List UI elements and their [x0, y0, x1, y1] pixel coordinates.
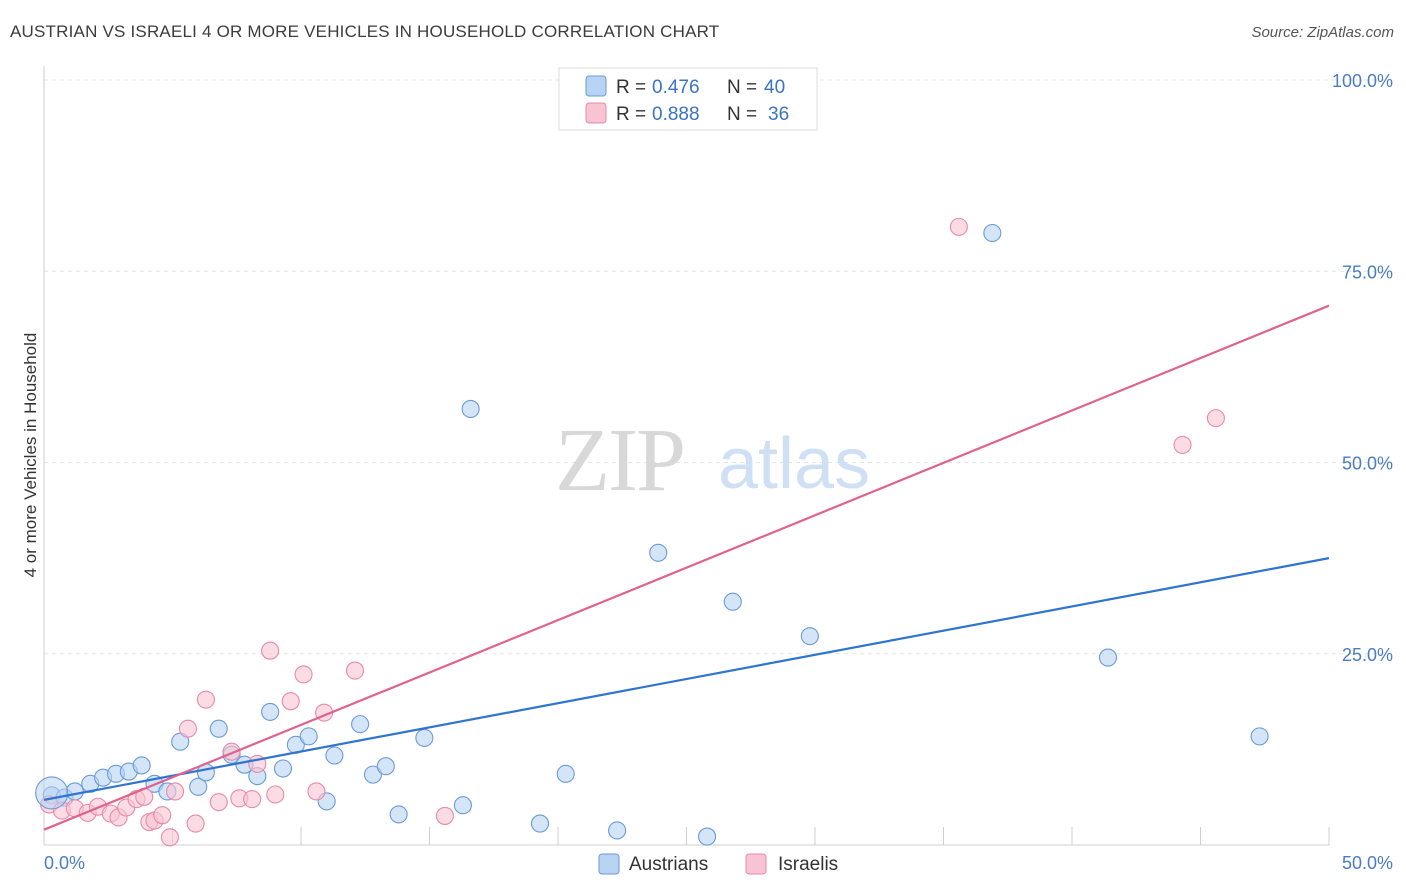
bottom-legend-swatch-israelis	[745, 853, 767, 875]
point-israelis-32	[1173, 435, 1192, 454]
trendline-israelis	[43, 304, 1330, 831]
y-tick-label-2: 75.0%	[1342, 262, 1393, 282]
legend-r-label-austrians: R =	[616, 77, 646, 98]
point-israelis-25	[281, 692, 300, 711]
legend-n-value-austrians: 40	[764, 77, 785, 98]
point-israelis-12	[153, 806, 172, 825]
legend-n-label-austrians: N =	[727, 77, 757, 98]
point-israelis-29	[345, 661, 365, 680]
y-tick-label-3: 100.0%	[1332, 71, 1393, 91]
axes	[43, 66, 1330, 846]
point-cluster-origin	[35, 776, 69, 810]
point-israelis-31	[949, 217, 968, 236]
point-austrians-28	[453, 796, 472, 815]
point-austrians-7	[132, 756, 151, 775]
gridlines	[44, 79, 1394, 655]
point-austrians-33	[649, 543, 668, 562]
point-austrians-31	[556, 764, 575, 783]
point-austrians-25	[376, 757, 395, 776]
point-austrians-38	[1098, 648, 1118, 667]
point-austrians-30	[530, 814, 550, 833]
series-legend: Austrians Israelis	[598, 853, 838, 875]
point-austrians-32	[608, 821, 627, 840]
correlation-legend: R = 0.476 N = 40 R = 0.888 N = 36	[558, 67, 818, 131]
x-tick-label-1: 50.0%	[1342, 853, 1393, 873]
legend-swatch-israelis	[585, 102, 607, 124]
point-israelis-16	[186, 814, 205, 833]
point-israelis-23	[261, 641, 280, 660]
y-tick-label-0: 25.0%	[1342, 645, 1393, 665]
bottom-legend-label-austrians: Austrians	[629, 854, 708, 875]
bottom-legend-label-israelis: Israelis	[778, 854, 838, 875]
legend-r-value-israelis: 0.888	[652, 104, 700, 125]
point-austrians-39	[1250, 727, 1269, 746]
point-israelis-18	[209, 793, 228, 812]
point-austrians-11	[189, 777, 208, 796]
y-axis-label: 4 or more Vehicles in Household	[21, 333, 40, 578]
point-israelis-15	[178, 719, 197, 738]
trendline-austrians	[43, 557, 1330, 801]
point-israelis-26	[294, 665, 313, 684]
point-austrians-36	[800, 627, 819, 646]
point-austrians-20	[299, 727, 318, 746]
legend-r-value-austrians: 0.476	[652, 77, 700, 98]
point-israelis-30	[435, 806, 454, 825]
point-austrians-24	[363, 765, 383, 784]
point-israelis-24	[266, 785, 285, 804]
point-austrians-17	[261, 702, 280, 721]
point-israelis-21	[243, 790, 262, 809]
point-austrians-29	[461, 399, 480, 419]
point-israelis-14	[166, 782, 185, 801]
point-austrians-22	[325, 746, 344, 765]
point-austrians-13	[209, 719, 228, 738]
tick-labels: 25.0% 50.0% 75.0% 100.0% 0.0% 50.0%	[44, 71, 1393, 873]
point-austrians-27	[415, 728, 434, 747]
y-tick-label-1: 50.0%	[1342, 454, 1393, 474]
legend-r-label-israelis: R =	[616, 104, 646, 125]
point-israelis-17	[196, 690, 215, 709]
point-austrians-18	[273, 759, 293, 778]
legend-n-value-israelis: 36	[768, 104, 789, 125]
watermark-zip: ZIP	[555, 411, 684, 510]
legend-n-label-israelis: N =	[727, 104, 757, 125]
trend-lines	[43, 304, 1330, 831]
point-austrians-23	[351, 715, 370, 734]
point-austrians-37	[983, 223, 1002, 243]
legend-swatch-austrians	[585, 75, 607, 97]
point-austrians-26	[389, 805, 408, 824]
point-austrians-35	[723, 592, 742, 611]
point-israelis-27	[307, 782, 326, 801]
point-austrians-34	[698, 827, 717, 846]
chart-title: AUSTRIAN VS ISRAELI 4 OR MORE VEHICLES I…	[10, 22, 720, 41]
x-tick-label-0: 0.0%	[44, 853, 85, 873]
point-austrians-2	[65, 782, 84, 801]
point-israelis-13	[160, 828, 179, 847]
data-points	[35, 217, 1269, 847]
watermark-atlas: atlas	[718, 424, 870, 504]
source-label: Source: ZipAtlas.com	[1251, 24, 1394, 41]
bottom-legend-swatch-austrians	[598, 853, 620, 875]
point-israelis-33	[1206, 409, 1225, 428]
